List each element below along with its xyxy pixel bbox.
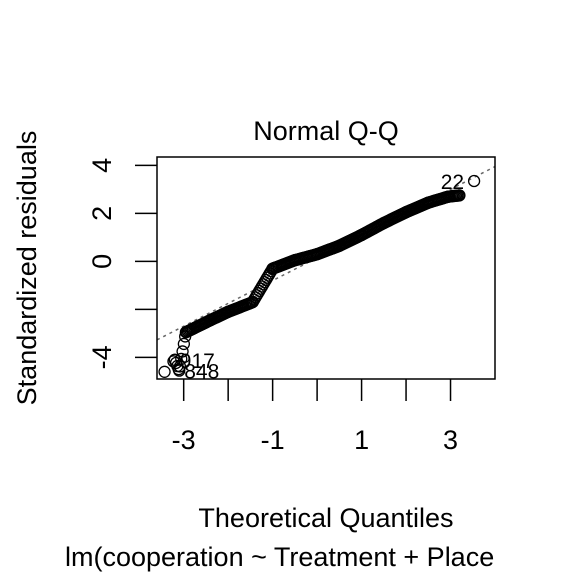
y-axis: -4 0 2 4 (87, 158, 157, 369)
point-id-label: 22 (441, 171, 464, 194)
x-tick-label: -3 (172, 425, 196, 455)
data-point (467, 174, 481, 188)
point-id-label: 848 (184, 361, 219, 384)
data-point (158, 365, 171, 378)
y-axis-label: Standardized residuals (12, 131, 42, 406)
y-tick-label: 0 (87, 254, 117, 269)
data-point (175, 352, 188, 366)
point-id-label: 917 (180, 350, 215, 373)
chart-title: Normal Q-Q (253, 116, 399, 146)
y-tick-label: -4 (87, 345, 117, 369)
data-point (452, 189, 465, 202)
x-tick-label: 3 (443, 425, 458, 455)
x-tick-label: -1 (261, 425, 285, 455)
model-subtitle: lm(cooperation ~ Treatment + Place (65, 542, 494, 572)
data-point (173, 360, 187, 373)
data-point (177, 337, 191, 351)
plot-frame (156, 156, 496, 380)
y-tick-label: 2 (87, 206, 117, 221)
x-axis: -3 -1 1 3 (172, 379, 458, 455)
x-tick-label: 1 (354, 425, 369, 455)
y-tick-label: 4 (87, 158, 117, 173)
x-axis-label: Theoretical Quantiles (198, 503, 453, 533)
data-point (176, 345, 189, 358)
